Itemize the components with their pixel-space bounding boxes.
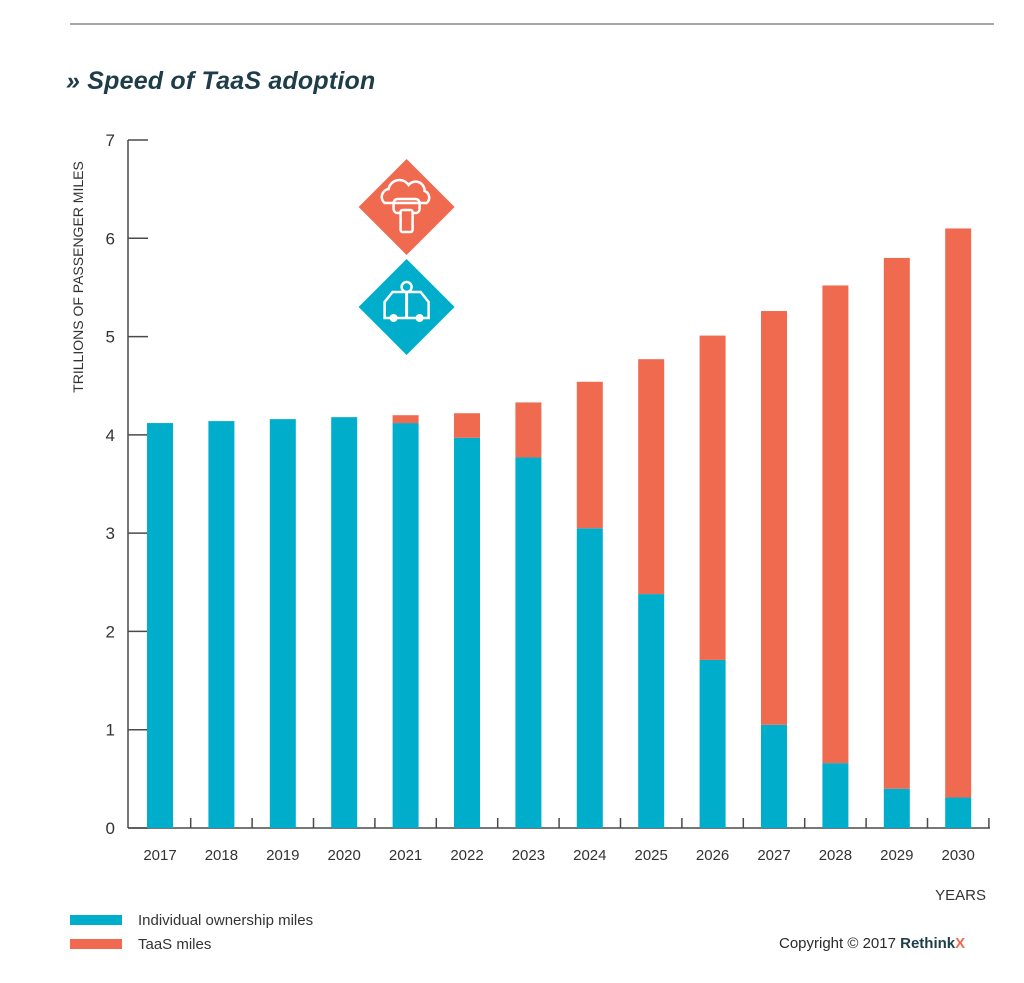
brand-name: Rethink <box>900 935 956 952</box>
bar-taas-2024 <box>576 381 603 529</box>
wheel-icon <box>389 314 398 322</box>
copyright-prefix: Copyright © 2017 <box>779 935 901 952</box>
y-tick-label: 5 <box>106 328 115 347</box>
bar-individual-2018 <box>208 421 235 828</box>
legend-item-taas: TaaS miles <box>70 932 313 956</box>
bar-individual-2017 <box>147 423 173 828</box>
y-tick-label: 3 <box>106 524 115 543</box>
bar-taas-2029 <box>883 257 910 789</box>
bar-individual-2021 <box>392 423 419 828</box>
bar-taas-2022 <box>454 413 480 438</box>
bar-taas-2028 <box>822 285 849 764</box>
phone-icon <box>399 208 414 234</box>
bar-taas-2030 <box>945 228 972 798</box>
x-tick-label: 2018 <box>205 847 238 864</box>
bar-taas-2027 <box>761 311 787 725</box>
bar-individual-2029 <box>883 788 910 828</box>
x-tick-label: 2020 <box>328 847 361 864</box>
legend-swatch-individual <box>70 915 122 925</box>
x-tick-label: 2029 <box>880 847 913 864</box>
x-tick-label: 2019 <box>266 847 299 864</box>
bar-individual-2026 <box>699 659 726 828</box>
y-tick-label: 0 <box>106 819 115 838</box>
legend-swatch-taas <box>70 939 122 949</box>
bar-individual-2023 <box>515 457 542 828</box>
x-axis-label: YEARS <box>935 887 986 904</box>
legend-item-individual: Individual ownership miles <box>70 908 313 932</box>
bar-individual-2028 <box>822 763 849 828</box>
bar-taas-2021 <box>392 415 419 424</box>
y-tick-label: 6 <box>106 229 115 248</box>
bar-taas-2026 <box>699 335 726 660</box>
bar-individual-2030 <box>945 797 972 828</box>
wheel-icon <box>415 314 424 322</box>
bar-individual-2022 <box>454 437 480 828</box>
bar-taas-2023 <box>515 402 542 458</box>
cloud-icon <box>380 178 431 205</box>
y-axis-label: TRILLIONS OF PASSENGER MILES <box>70 161 86 393</box>
copyright: Copyright © 2017 RethinkX <box>779 935 965 952</box>
legend-label-taas: TaaS miles <box>138 935 212 953</box>
y-tick-label: 2 <box>106 622 115 641</box>
bar-individual-2020 <box>331 417 358 828</box>
x-tick-label: 2030 <box>942 847 975 864</box>
x-tick-label: 2017 <box>143 847 176 864</box>
x-tick-label: 2024 <box>573 847 606 864</box>
car-body-icon <box>383 290 430 320</box>
legend: Individual ownership miles TaaS miles <box>70 908 313 956</box>
legend-label-individual: Individual ownership miles <box>138 911 314 929</box>
chart-title: » Speed of TaaS adoption <box>66 67 376 95</box>
brand-x: X <box>955 935 966 952</box>
bar-taas-2025 <box>638 359 665 595</box>
x-tick-label: 2023 <box>512 847 545 864</box>
bar-individual-2027 <box>761 724 787 828</box>
x-tick-label: 2025 <box>635 847 668 864</box>
x-tick-label: 2028 <box>819 847 852 864</box>
x-tick-label: 2022 <box>450 847 483 864</box>
x-tick-label: 2027 <box>757 847 790 864</box>
y-tick-label: 1 <box>106 721 115 740</box>
y-tick-label: 4 <box>106 426 115 445</box>
x-tick-label: 2021 <box>389 847 422 864</box>
bar-individual-2025 <box>638 594 665 828</box>
cloud-car-phone-icon <box>358 159 455 255</box>
x-tick-label: 2026 <box>696 847 729 864</box>
bar-individual-2019 <box>269 419 296 828</box>
y-tick-label: 7 <box>106 131 115 150</box>
bar-individual-2024 <box>576 528 603 828</box>
top-rule <box>70 23 994 25</box>
